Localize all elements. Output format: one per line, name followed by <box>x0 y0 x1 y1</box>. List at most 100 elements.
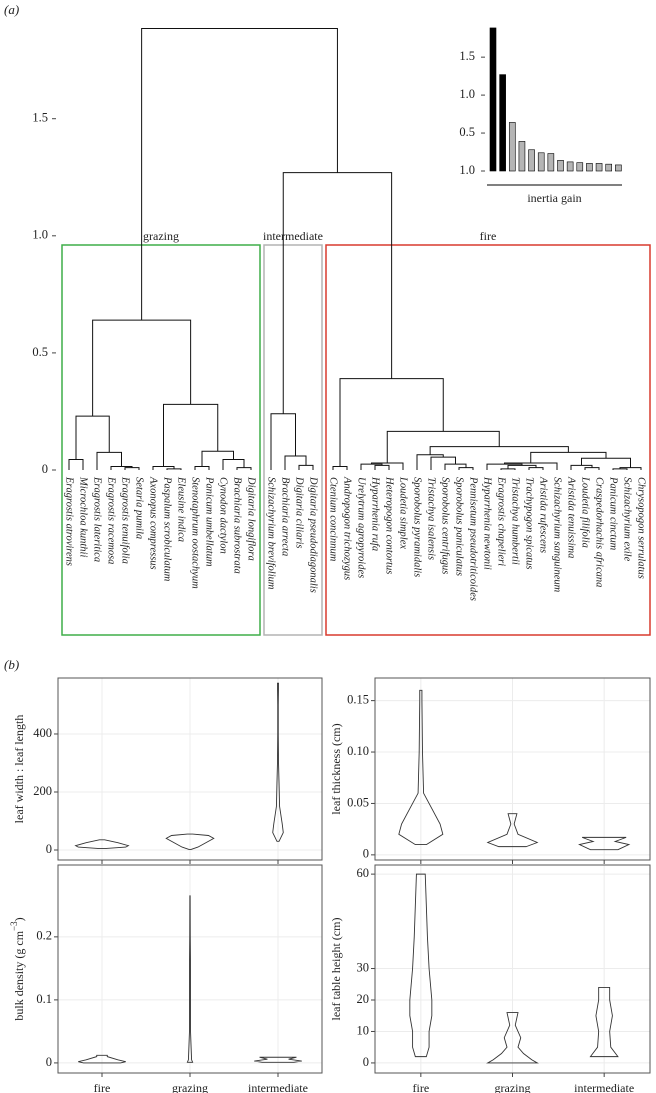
bar <box>595 163 603 172</box>
leaf-label: Eragrostis racemosa <box>106 476 117 564</box>
y-tick-label: 0.2 <box>36 929 52 943</box>
group-label: grazing <box>143 229 179 243</box>
y-tick-label: 0.10 <box>347 744 369 758</box>
y-axis-title-part: leaf width : leaf length <box>12 715 26 824</box>
y-axis-title-part: leaf thickness (cm) <box>329 723 343 814</box>
bar <box>508 122 516 172</box>
y-axis-title-part: leaf table height (cm) <box>329 918 343 1021</box>
bar <box>528 149 535 172</box>
y-tick-label: 0 <box>363 1055 369 1069</box>
bar <box>537 152 545 172</box>
leaf-label: Sporobolus paniculatus <box>454 477 465 576</box>
dendrogram-link <box>386 430 500 463</box>
violin <box>486 1012 539 1064</box>
bar <box>586 163 593 172</box>
bar <box>615 164 622 172</box>
leaf-label: Digitaria ciliaris <box>294 476 305 548</box>
leaf-label: Cynodon dactylon <box>218 477 229 554</box>
y-axis-title: bulk density (g cm−3) <box>9 917 26 1020</box>
leaf-label: Stenotaphrum oostachyum <box>190 477 201 589</box>
y-tick-label: 20 <box>357 992 370 1006</box>
leaf-label: Ctenium concinnum <box>328 477 339 562</box>
panel-label: (a) <box>4 2 19 17</box>
x-tick-label: intermediate <box>574 1081 634 1093</box>
violin <box>409 873 433 1058</box>
bar <box>566 161 574 172</box>
y-tick-label: 30 <box>357 960 370 974</box>
y-tick-label: 200 <box>33 784 52 798</box>
x-tick-label: intermediate <box>248 1081 308 1093</box>
leaf-label: Panicum cinctum <box>608 476 619 551</box>
group-label: fire <box>480 229 497 243</box>
leaf-label: Panicum umbellatum <box>204 476 215 567</box>
y-axis-title-part: bulk density (g cm <box>12 930 26 1020</box>
leaf-label: Craspedorhachis africana <box>594 477 605 587</box>
dendrogram-link <box>141 28 338 321</box>
group-label: intermediate <box>263 229 323 243</box>
leaf-label: Eragrostis chapelieri <box>496 476 507 566</box>
panel-label: (b) <box>4 657 19 672</box>
violin <box>186 895 194 1063</box>
violin <box>589 986 619 1058</box>
leaf-label: Schizachyrium sanguineum <box>552 477 563 593</box>
leaf-label: Eragrostis atrovirens <box>64 476 75 566</box>
y-tick-label: 0 <box>46 1055 52 1069</box>
violin <box>165 833 215 850</box>
y-axis-title-part: ) <box>12 917 26 921</box>
dendrogram-link <box>270 413 296 470</box>
y-tick-label: 0 <box>46 842 52 856</box>
leaf-label: Chrysopogon serrulatus <box>636 477 647 579</box>
leaf-label: Aristida rufescens <box>538 476 549 553</box>
violin <box>74 839 130 849</box>
y-tick-label: 60 <box>357 866 370 880</box>
dendrogram-link <box>75 415 110 460</box>
leaf-label: Tristachya isalensis <box>426 477 437 560</box>
y-tick-label: 0.5 <box>32 345 48 359</box>
leaf-label: Brachiaria arrecta <box>280 477 291 556</box>
leaf-label: Urelytrum agropyroides <box>356 477 367 578</box>
violin <box>78 1054 126 1064</box>
y-axis-title-part: −3 <box>9 921 19 931</box>
violin <box>578 836 631 851</box>
y-tick-label: 1.5 <box>459 49 475 63</box>
y-tick-label: 0.1 <box>36 992 52 1006</box>
bar <box>576 162 584 172</box>
leaf-label: Heteropogon contortus <box>384 476 395 574</box>
x-tick-label: fire <box>94 1081 111 1093</box>
y-tick-label: 0 <box>42 462 48 476</box>
y-tick-label: 1.5 <box>32 111 48 125</box>
x-tick-label: fire <box>413 1081 430 1093</box>
x-tick-label: grazing <box>495 1081 531 1093</box>
y-axis-title: leaf thickness (cm) <box>329 723 343 814</box>
leaf-label: Sporobolus centrifugus <box>440 477 451 574</box>
y-tick-label: 400 <box>33 726 52 740</box>
violin <box>486 813 539 848</box>
dendrogram-link <box>163 403 219 467</box>
leaf-label: Tristachya humbertii <box>510 477 521 565</box>
y-axis-title: leaf table height (cm) <box>329 918 343 1021</box>
leaf-label: Sporobolus pyramidalis <box>412 477 423 577</box>
leaf-label: Microchloa kunthii <box>78 476 89 557</box>
bar <box>547 153 555 172</box>
group-box <box>263 244 323 636</box>
bar <box>489 27 497 172</box>
leaf-label: Aristida tenuissima <box>566 476 577 558</box>
y-tick-label: 0.05 <box>347 795 369 809</box>
leaf-label: Loudetia filifolia <box>580 476 591 548</box>
y-tick-label: 1.0 <box>459 163 475 177</box>
bar <box>518 141 526 172</box>
y-tick-label: 0.15 <box>347 692 369 706</box>
leaf-label: Eragrostis lateritica <box>92 476 103 562</box>
leaf-label: Hyparrhenia rufa <box>370 476 381 551</box>
leaf-label: Hyparrhenia newtonii <box>482 476 493 570</box>
y-tick-label: 0.5 <box>459 125 475 139</box>
leaf-label: Paspalum scrobiculatum <box>162 476 173 582</box>
leaf-label: Eragrostis tenuifolia <box>120 476 131 564</box>
x-axis-title: inertia gain <box>527 191 581 205</box>
leaf-label: Schizachyrium brevifolium <box>266 477 277 590</box>
x-tick-label: grazing <box>172 1081 208 1093</box>
leaf-label: Eleusine indica <box>176 476 187 542</box>
dendrogram-link <box>92 319 192 417</box>
group-box <box>61 244 261 636</box>
